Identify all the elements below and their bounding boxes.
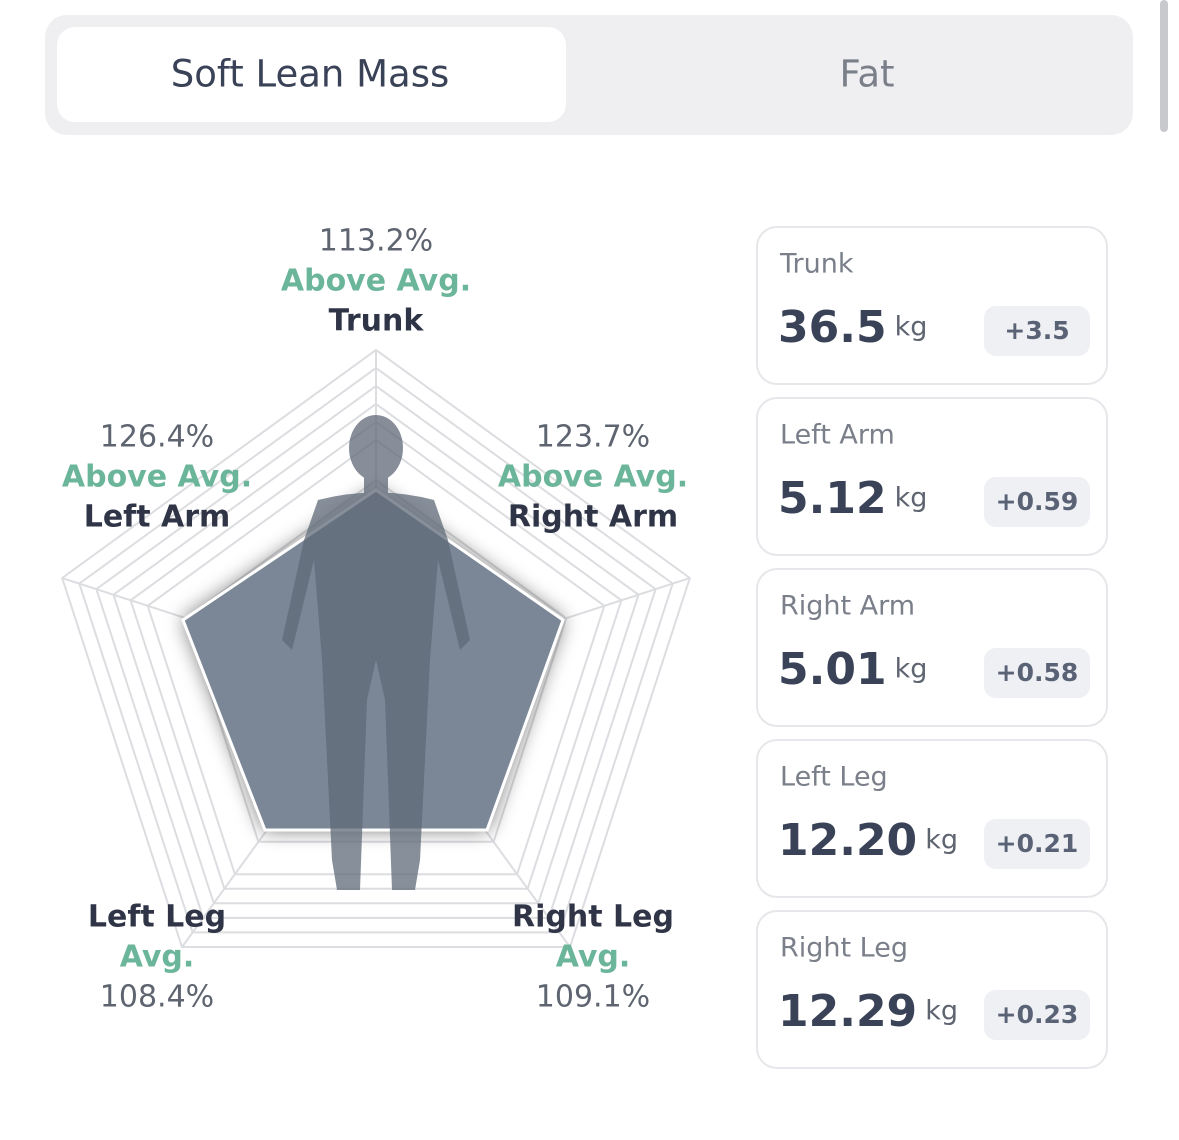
radar-percent: 113.2% bbox=[319, 224, 433, 259]
change-pill bbox=[984, 648, 1090, 698]
radar-percent: 123.7% bbox=[536, 420, 650, 455]
card-name: Left Leg bbox=[780, 762, 888, 793]
card-value: 12.29 bbox=[778, 986, 917, 1037]
radar-name: Trunk bbox=[329, 304, 425, 339]
card-name: Trunk bbox=[779, 249, 854, 280]
card-change: +0.58 bbox=[996, 658, 1079, 687]
card-value: 12.20 bbox=[778, 815, 917, 866]
card-change: +3.5 bbox=[1004, 316, 1069, 345]
card-change: +0.23 bbox=[996, 1000, 1079, 1029]
card-unit: kg bbox=[895, 483, 928, 514]
active-tab[interactable] bbox=[57, 27, 566, 122]
card-unit: kg bbox=[895, 312, 928, 343]
radar-status: Above Avg. bbox=[281, 264, 471, 299]
change-pill bbox=[984, 477, 1090, 527]
radar-percent: 108.4% bbox=[100, 980, 214, 1015]
radar-status: Above Avg. bbox=[62, 460, 252, 495]
card-name: Right Arm bbox=[780, 591, 915, 622]
grid-ring bbox=[95, 384, 657, 919]
card-change: +0.21 bbox=[996, 829, 1079, 858]
radar-name: Right Leg bbox=[512, 900, 674, 935]
tab-label[interactable]: Soft Lean Mass bbox=[171, 53, 450, 96]
grid-ring bbox=[61, 348, 691, 948]
radar-status: Avg. bbox=[120, 940, 195, 975]
grid-ring bbox=[129, 420, 623, 890]
scrollbar bbox=[1160, 0, 1168, 132]
radar-name: Left Arm bbox=[84, 500, 231, 535]
radar-name: Left Leg bbox=[88, 900, 226, 935]
radar-percent: 109.1% bbox=[536, 980, 650, 1015]
radar-name: Right Arm bbox=[508, 500, 678, 535]
grid-ring bbox=[146, 438, 606, 876]
card-unit: kg bbox=[925, 825, 958, 856]
change-pill bbox=[984, 819, 1090, 869]
card-change: +0.59 bbox=[996, 487, 1079, 516]
grid-ring bbox=[78, 366, 674, 934]
card-name: Left Arm bbox=[780, 420, 895, 451]
card-value: 36.5 bbox=[778, 302, 887, 353]
change-pill bbox=[984, 990, 1090, 1040]
radar-status: Above Avg. bbox=[498, 460, 688, 495]
change-pill bbox=[984, 306, 1090, 356]
radar-status: Avg. bbox=[556, 940, 631, 975]
card-unit: kg bbox=[895, 654, 928, 685]
radar-percent: 126.4% bbox=[100, 420, 214, 455]
card-name: Right Leg bbox=[780, 933, 908, 964]
grid-ring bbox=[112, 402, 640, 905]
body-silhouette bbox=[282, 415, 470, 890]
card-value: 5.12 bbox=[778, 473, 887, 524]
card-value: 5.01 bbox=[778, 644, 887, 695]
tab-label[interactable]: Fat bbox=[839, 53, 894, 96]
card-unit: kg bbox=[925, 996, 958, 1027]
